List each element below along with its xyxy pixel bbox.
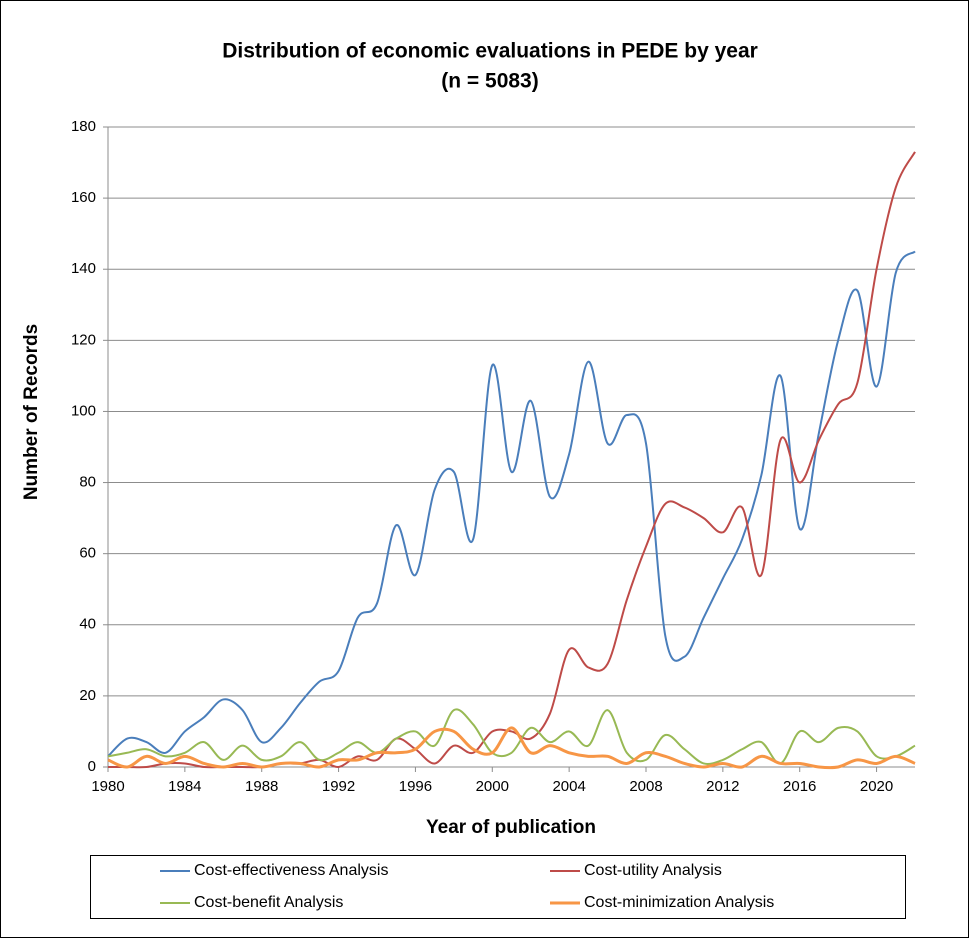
legend-label: Cost-minimization Analysis	[584, 894, 774, 911]
x-tick-label: 2000	[476, 778, 509, 795]
y-tick-label: 140	[71, 260, 96, 277]
x-tick-label: 2008	[629, 778, 662, 795]
x-tick-label: 2012	[706, 778, 739, 795]
x-tick-label: 1984	[168, 778, 201, 795]
x-tick-label: 2016	[783, 778, 816, 795]
legend-label: Cost-benefit Analysis	[194, 894, 343, 911]
x-tick-label: 2020	[860, 778, 893, 795]
y-tick-label: 180	[71, 118, 96, 135]
y-axis-title: Number of Records	[21, 324, 42, 500]
x-tick-label: 1980	[91, 778, 124, 795]
y-tick-label: 0	[88, 758, 96, 775]
chart-subtitle: (n = 5083)	[441, 70, 538, 93]
y-tick-label: 120	[71, 331, 96, 348]
legend-label: Cost-utility Analysis	[584, 862, 722, 879]
y-tick-label: 60	[79, 545, 96, 562]
y-tick-label: 40	[79, 616, 96, 633]
series-line	[107, 726, 916, 770]
x-tick-label: 1988	[245, 778, 278, 795]
legend-label: Cost-effectiveness Analysis	[194, 862, 388, 879]
x-tick-label: 2004	[552, 778, 585, 795]
chart-title: Distribution of economic evaluations in …	[222, 40, 758, 63]
y-tick-label: 20	[79, 687, 96, 704]
x-tick-label: 1992	[322, 778, 355, 795]
y-tick-label: 160	[71, 189, 96, 206]
x-axis-title: Year of publication	[426, 817, 596, 838]
y-tick-label: 100	[71, 402, 96, 419]
y-tick-label: 80	[79, 474, 96, 491]
x-tick-label: 1996	[399, 778, 432, 795]
legend-box	[90, 855, 906, 919]
series-line	[107, 151, 916, 769]
